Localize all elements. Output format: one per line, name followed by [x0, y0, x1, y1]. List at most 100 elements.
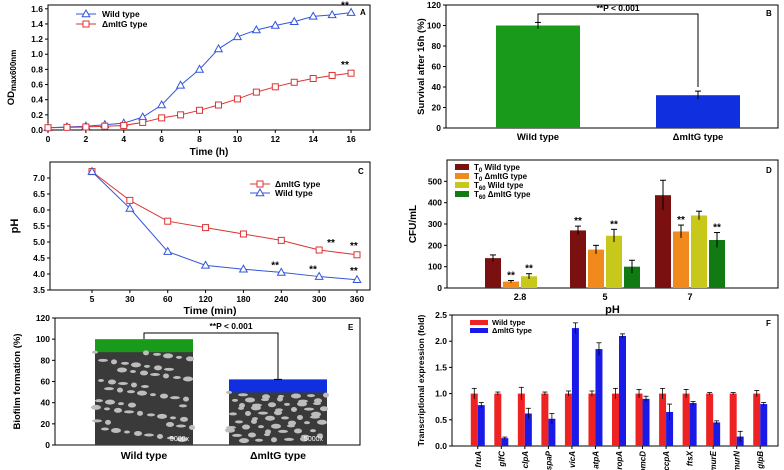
panel-a-legend-marker [81, 8, 91, 18]
panel-a-x-tick-label: 2 [84, 134, 89, 144]
panel-c-xlabel: Time (min) [184, 305, 237, 317]
panel-c-point [352, 274, 362, 284]
panel-d-y-tick-label: 0 [437, 283, 442, 293]
panel-a-point [309, 74, 317, 82]
panel-e-micrograph-cell [114, 407, 122, 413]
panel-c-point [238, 264, 249, 273]
panel-e-micrograph-cell [291, 407, 297, 413]
panel-d-bar [485, 258, 501, 288]
panel-e-micrograph-cell [313, 402, 321, 406]
panel-c-legend-marker [255, 187, 265, 197]
panel-e-micrograph-cell [134, 431, 142, 436]
panel-e-micrograph-cell [117, 387, 123, 393]
panel-d-category-label: 7 [687, 292, 692, 302]
panel-e-micrograph-cell [137, 410, 143, 416]
panel-e-micrograph-cell [235, 420, 243, 424]
panel-b-letter: B [766, 9, 772, 18]
panel-c-point [126, 196, 134, 204]
panel-c-significance: ** [350, 241, 358, 252]
panel-f-bar [477, 405, 485, 446]
panel-f-bar [595, 349, 603, 446]
panel-d-legend-label: T60 ΔmltG type [474, 190, 531, 201]
panel-e-micrograph-cell [131, 382, 137, 388]
panel-a-x-tick-label: 16 [346, 134, 356, 144]
panel-f-y-tick-label: 1.0 [435, 389, 447, 399]
panel-c-y-tick-label: 6.0 [33, 205, 45, 215]
panel-f-category-label: ccpA [662, 451, 671, 470]
panel-e-significance-label: **P < 0.001 [209, 321, 252, 331]
panel-a-point [101, 122, 109, 130]
panel-a-y-tick-label: 1.0 [31, 49, 43, 59]
panel-e-micrograph-cell [141, 385, 149, 388]
panel-a-point [175, 80, 186, 89]
panel-a-point [120, 121, 128, 129]
panel-e-micrograph-scale: 5000x [304, 436, 324, 443]
panel-c-point [87, 166, 97, 175]
panel-e-micrograph-cell [265, 429, 271, 435]
panel-e-micrograph-cell [179, 404, 187, 408]
panel-f-bar [642, 398, 650, 446]
panel-d-y-tick-label: 300 [428, 219, 442, 229]
panel-d-bar [655, 195, 671, 288]
panel-a-point [251, 24, 262, 34]
panel-a-x-tick-label: 12 [271, 134, 281, 144]
panel-a-y-tick-label: 1.4 [31, 19, 43, 29]
panel-e-micrograph-cell [144, 433, 154, 437]
panel-c-x-tick-label: 240 [274, 294, 288, 304]
panel-d-bar [503, 281, 519, 288]
panel-b-category-label: Wild type [517, 132, 559, 143]
panel-e-micrograph-cell [117, 367, 127, 373]
panel-e-category-label: Wild type [121, 450, 168, 462]
panel-a-y-tick-label: 0.0 [31, 125, 43, 135]
panel-f-bar [666, 411, 674, 446]
panel-e-micrograph-cell [239, 438, 249, 444]
panel-e-micrograph-cell [294, 428, 302, 434]
panel-d: 0 100 200 300 400 500 CFU/mL D 2.8 5 7 pH T0 Wild ty… [408, 159, 779, 316]
panel-d-legend-label: T0 Wild type [474, 163, 520, 174]
panel-e-ylabel: Biofilm formation (%) [12, 333, 23, 429]
panel-a-letter: A [360, 8, 366, 17]
panel-a-significance: ** [341, 60, 349, 71]
panel-d-y-tick-label: 100 [428, 262, 442, 272]
panel-a-y-tick-label: 0.6 [31, 80, 43, 90]
panel-f-letter: F [766, 319, 771, 328]
panel-a-point [252, 88, 260, 96]
panel-e-micrograph-cell [91, 404, 101, 410]
panel-e-micrograph-cell [108, 379, 116, 385]
panel-f-bar [619, 335, 626, 446]
panel-b-y-tick-label: 80 [432, 41, 442, 51]
panel-f-bar [501, 438, 509, 446]
panel-d-significance: ** [610, 219, 618, 230]
panel-e-micrograph-cell [251, 418, 257, 424]
panel-e-micrograph-cell [238, 406, 244, 410]
panel-a-x-tick-label: 14 [308, 134, 318, 144]
panel-e-micrograph-cell [251, 405, 261, 411]
panel-e-y-tick-label: 20 [41, 419, 51, 429]
panel-e-micrograph-cell [118, 382, 128, 385]
panel-e-micrograph-cell [118, 402, 124, 406]
panel-c-x-tick-label: 60 [163, 294, 173, 304]
panel-d-bar [588, 249, 604, 288]
panel-f-category-label: clpA [521, 451, 530, 469]
panel-a-y-tick-label: 0.2 [31, 110, 43, 120]
panel-d-category-label: 5 [602, 292, 607, 302]
panel-e-micrograph-cell [183, 396, 189, 402]
panel-d-significance: ** [574, 216, 582, 227]
panel-b-y-tick-label: 20 [432, 103, 442, 113]
panel-e-micrograph-cell [157, 434, 163, 439]
panel-e-micrograph-cell [173, 376, 181, 379]
panel-e-micrograph-cell [137, 390, 147, 396]
panel-f-legend-label: Wild type [492, 318, 525, 327]
panel-e-micrograph-cell [245, 411, 251, 416]
panel-e-micrograph-cell [297, 414, 303, 420]
panel-e-micrograph-cell [284, 402, 290, 406]
panel-a-point [308, 11, 318, 20]
panel-e-micrograph-cell [105, 399, 115, 405]
panel-a-y-tick-label: 1.2 [31, 34, 43, 44]
panel-e-micrograph-cell [111, 359, 117, 365]
panel-d-legend-swatch [455, 164, 469, 170]
panel-e-micrograph-cell [111, 428, 121, 433]
panel-c-point [315, 246, 323, 254]
panel-f-category-label: fruA [474, 451, 483, 468]
panel-c-point [353, 251, 361, 259]
